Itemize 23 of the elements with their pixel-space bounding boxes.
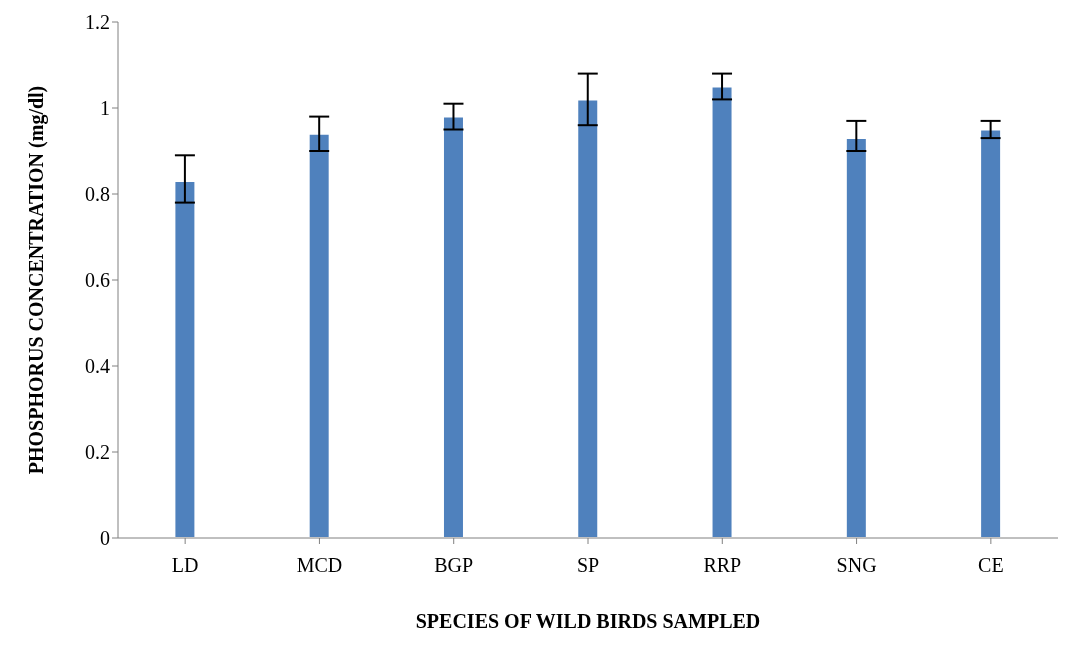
bar [844,137,868,538]
bar [441,115,465,538]
x-tick-label: CE [978,554,1004,577]
y-tick-label: 0.2 [85,441,110,464]
bar [173,180,197,538]
bar [576,98,600,538]
y-tick-label: 0.6 [85,269,110,292]
x-tick-label: LD [171,554,199,577]
y-axis-title: PHOSPHORUS CONCENTRATION (mg/dl) [25,85,49,475]
y-tick-label: 0 [100,527,110,550]
x-tick-label: MCD [296,554,343,577]
bar [710,85,734,538]
y-tick-label: 0.8 [85,183,110,206]
y-tick-label: 0.4 [85,355,110,378]
x-tick-label: SP [576,554,600,577]
x-tick-label: BGP [434,554,474,577]
x-tick-label: SNG [836,554,877,577]
bar [979,128,1003,538]
y-tick-label: 1.2 [85,11,110,34]
x-axis-title: SPECIES OF WILD BIRDS SAMPLED [415,610,761,632]
x-tick-label: RRP [703,554,742,577]
y-tick-label: 1 [100,97,110,120]
bar [307,132,331,538]
